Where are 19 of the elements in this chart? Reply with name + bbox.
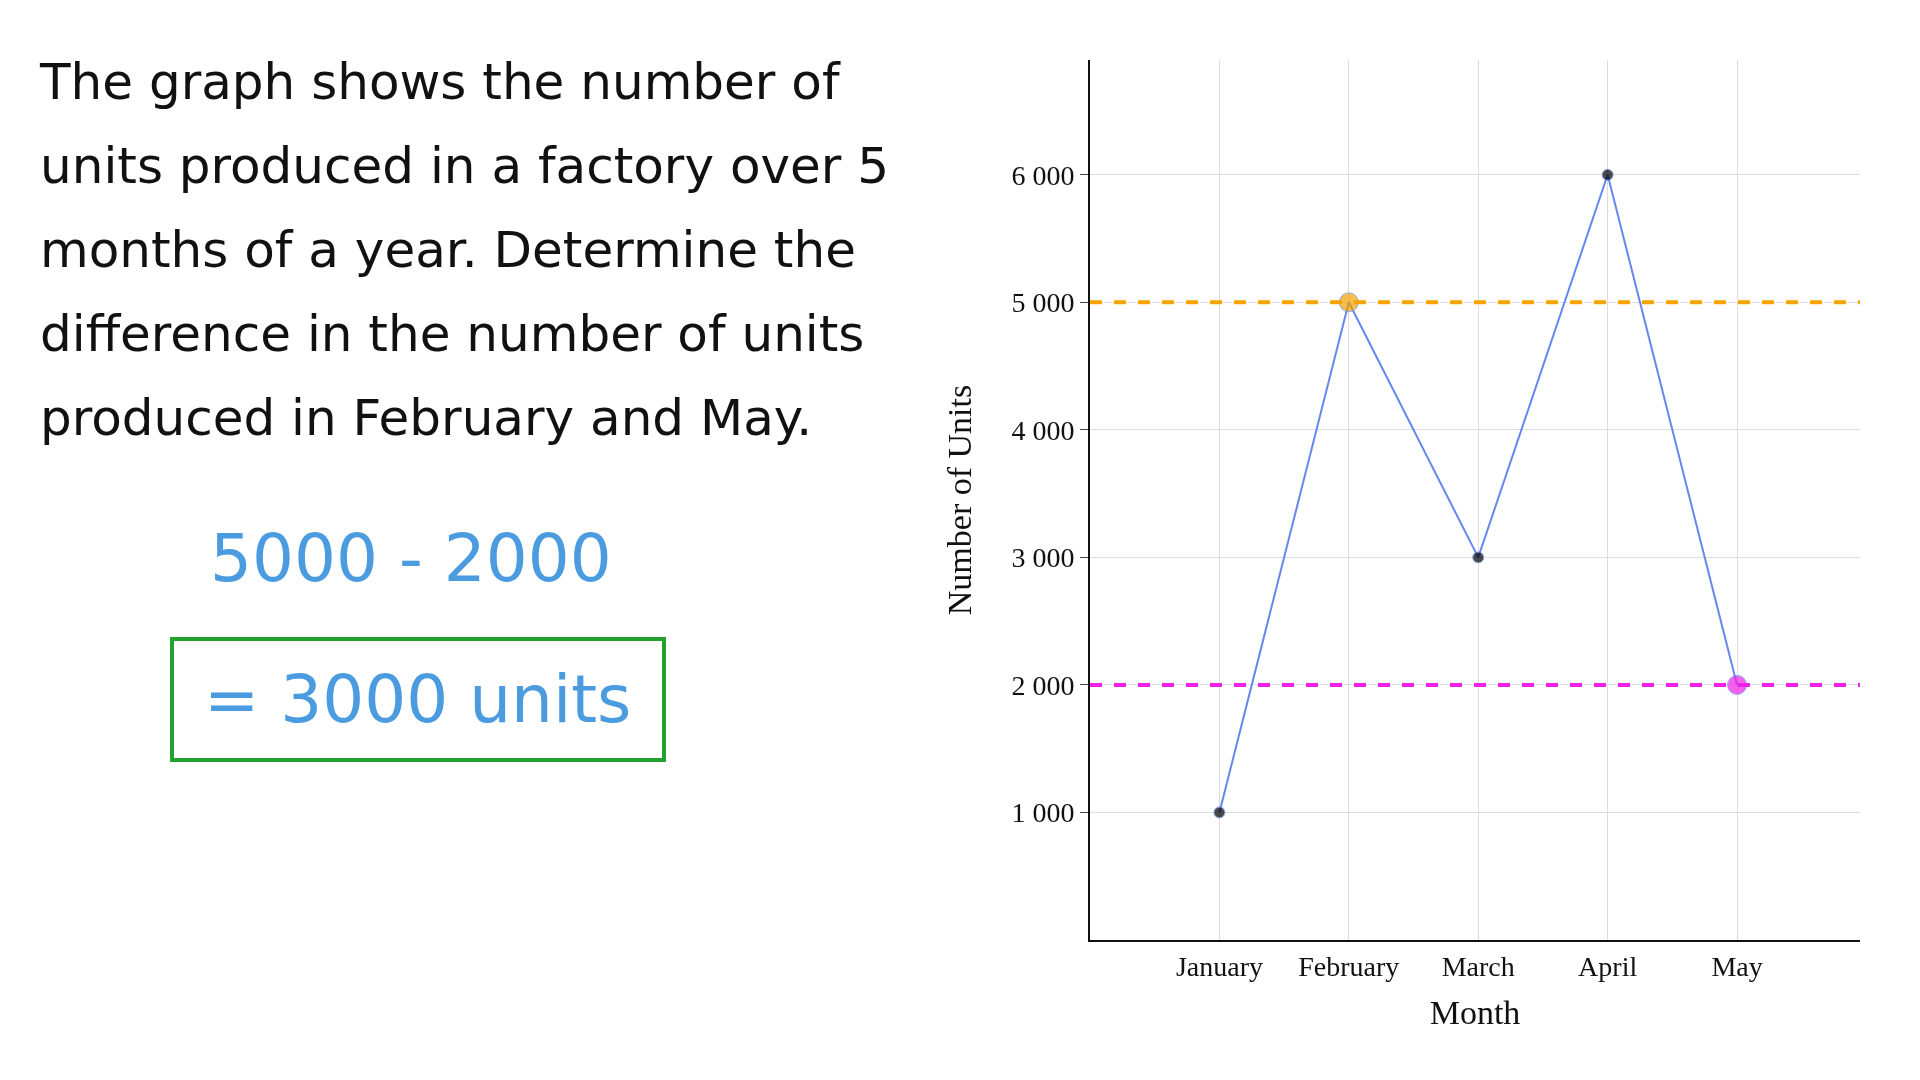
text: = 3000 units	[170, 637, 666, 762]
y-tick-label: 2 000	[1011, 669, 1075, 701]
point	[1213, 806, 1226, 819]
x-tick-label: March	[1441, 950, 1515, 982]
point	[1472, 551, 1485, 564]
y-tick-label: 4 000	[1011, 414, 1075, 446]
y-tick-label: 6 000	[1011, 159, 1075, 191]
x-tick-label: January	[1175, 950, 1263, 982]
text: The graph shows the number of units produced in a factory over 5 months of a year. Determine the difference in the number of units produced in February and May.	[40, 52, 891, 449]
text: 5000 - 2000	[210, 520, 613, 597]
x-tick-label: May	[1711, 950, 1763, 982]
y-tick-label: 1 000	[1011, 797, 1075, 829]
x-axis-title: Month	[1429, 994, 1521, 1032]
y-tick-label: 5 000	[1011, 287, 1075, 319]
y-axis-title: Number of Units	[940, 384, 978, 616]
point	[1601, 168, 1614, 181]
x-tick-label: April	[1578, 950, 1638, 982]
x-tick-label: February	[1298, 950, 1400, 982]
y-tick-label: 3 000	[1011, 542, 1075, 574]
